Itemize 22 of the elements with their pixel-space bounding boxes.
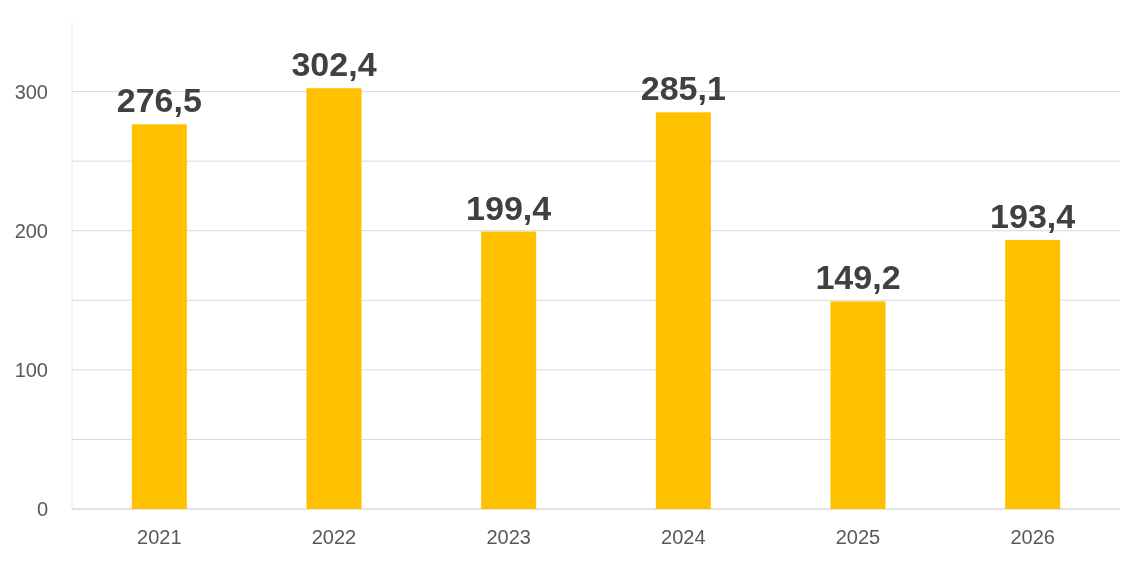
- y-tick-label: 0: [36, 498, 48, 520]
- y-tick-label: 100: [14, 358, 48, 381]
- bar: [306, 88, 362, 509]
- bar: [1005, 239, 1061, 509]
- data-label: 285,1: [640, 69, 726, 108]
- bar: [830, 301, 886, 509]
- data-label: 276,5: [116, 81, 202, 120]
- y-tick-label: 300: [14, 80, 48, 103]
- data-label: 199,4: [466, 188, 552, 227]
- data-label: 193,4: [990, 196, 1076, 235]
- data-label: 302,4: [291, 45, 377, 84]
- bar: [131, 124, 187, 509]
- x-tick-label: 2023: [486, 526, 531, 548]
- x-tick-label: 2025: [835, 526, 881, 548]
- x-tick-label: 2026: [1010, 526, 1055, 548]
- bar: [481, 231, 537, 509]
- bar: [655, 112, 711, 509]
- x-tick-label: 2021: [137, 526, 182, 548]
- data-label: 149,2: [815, 258, 901, 297]
- y-tick-label: 200: [14, 219, 48, 242]
- x-tick-label: 2024: [661, 526, 706, 548]
- x-tick-label: 2022: [311, 526, 357, 548]
